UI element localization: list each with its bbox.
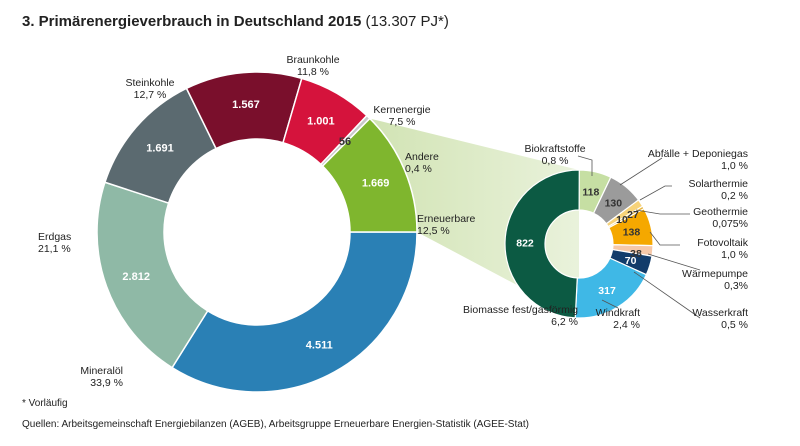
leader-line-windkraft (601, 299, 619, 309)
category-label-fotovoltaik: Fotovoltaik (697, 237, 749, 249)
value-label-kernenergie: 1.001 (307, 115, 335, 127)
category-label-mineraloel: Mineralöl (80, 365, 123, 377)
category-label-steinkohle: Steinkohle (125, 77, 174, 89)
leader-line-geothermie (635, 209, 690, 215)
value-label-braunkohle: 1.567 (232, 99, 260, 111)
percent-label-braunkohle: 11,8 % (297, 66, 329, 78)
value-label-biomasse-fest-gasfoermig: 822 (516, 238, 534, 250)
percent-label-biomasse-fest-gasfoermig: 6,2 % (551, 316, 578, 328)
slice-mineraloel (171, 231, 418, 393)
value-label-erneuerbare: 1.669 (362, 178, 390, 190)
value-label-andere: 56 (339, 136, 351, 148)
category-label-wasserkraft: Wasserkraft (692, 307, 748, 319)
value-label-biokraftstoffe: 118 (582, 186, 599, 198)
chart-title-total: (13.307 PJ*) (365, 13, 449, 30)
slice-erdgas (96, 181, 209, 369)
slice-erneuerbare (321, 117, 418, 233)
leader-line-wasserkraft (633, 271, 701, 319)
leader-line-fotovoltaik (649, 231, 680, 246)
footnote: * Vorläufig (22, 398, 68, 409)
value-label-abfaelle-deponiegas: 130 (605, 197, 623, 209)
value-label-steinkohle: 1.691 (146, 143, 174, 155)
percent-label-abfaelle-deponiegas: 1,0 % (721, 160, 748, 172)
value-label-wasserkraft: 70 (625, 255, 637, 267)
percent-label-kernenergie: 7,5 % (389, 116, 416, 128)
category-label-erdgas: Erdgas (38, 231, 71, 243)
percent-label-wasserkraft: 0,5 % (721, 319, 748, 331)
chart-title-main: 3. Primärenergieverbrauch in Deutschland… (22, 13, 362, 30)
category-label-waermepumpe: Wärmepumpe (682, 268, 748, 280)
value-label-fotovoltaik: 138 (623, 226, 641, 238)
chart-title: 3. Primärenergieverbrauch in Deutschland… (22, 13, 449, 30)
percent-label-steinkohle: 12,7 % (134, 89, 167, 101)
percent-label-andere: 0,4 % (405, 163, 432, 175)
category-label-kernenergie: Kernenergie (373, 104, 430, 116)
category-label-biokraftstoffe: Biokraftstoffe (524, 143, 585, 155)
category-label-erneuerbare: Erneuerbare (417, 213, 476, 225)
category-label-windkraft: Windkraft (596, 307, 640, 319)
percent-label-waermepumpe: 0,3% (724, 280, 748, 292)
percent-label-fotovoltaik: 1,0 % (721, 249, 748, 261)
category-label-solarthermie: Solarthermie (688, 178, 748, 190)
value-label-solarthermie: 27 (627, 209, 639, 221)
percent-label-windkraft: 2,4 % (613, 319, 640, 331)
percent-label-erdgas: 21,1 % (38, 243, 71, 255)
leader-line-solarthermie (639, 185, 672, 201)
value-label-mineraloel: 4.511 (306, 339, 333, 351)
value-label-waermepumpe: 38 (630, 248, 642, 260)
value-label-windkraft: 317 (598, 285, 616, 297)
category-label-abfaelle-deponiegas: Abfälle + Deponiegas (648, 148, 748, 160)
percent-label-solarthermie: 0,2 % (721, 190, 748, 202)
percent-label-mineraloel: 33,9 % (90, 377, 123, 389)
category-label-andere: Andere (405, 151, 439, 163)
category-label-biomasse-fest-gasfoermig: Biomasse fest/gasförmig (463, 304, 578, 316)
value-label-erdgas: 2.812 (122, 271, 150, 283)
source-note: Quellen: Arbeitsgemeinschaft Energiebila… (22, 419, 529, 430)
percent-label-geothermie: 0,075% (712, 218, 748, 230)
leader-line-waermepumpe (647, 253, 701, 271)
value-label-geothermie: 10 (616, 214, 628, 226)
percent-label-biokraftstoffe: 0,8 % (542, 155, 569, 167)
percent-label-erneuerbare: 12,5 % (417, 225, 450, 237)
leader-line-biokraftstoffe (577, 155, 593, 176)
slice-biomasse-fest-gasfoermig (504, 169, 580, 319)
leader-line-abfaelle-deponiegas (619, 157, 663, 186)
category-label-braunkohle: Braunkohle (286, 54, 339, 66)
category-label-geothermie: Geothermie (693, 206, 748, 218)
